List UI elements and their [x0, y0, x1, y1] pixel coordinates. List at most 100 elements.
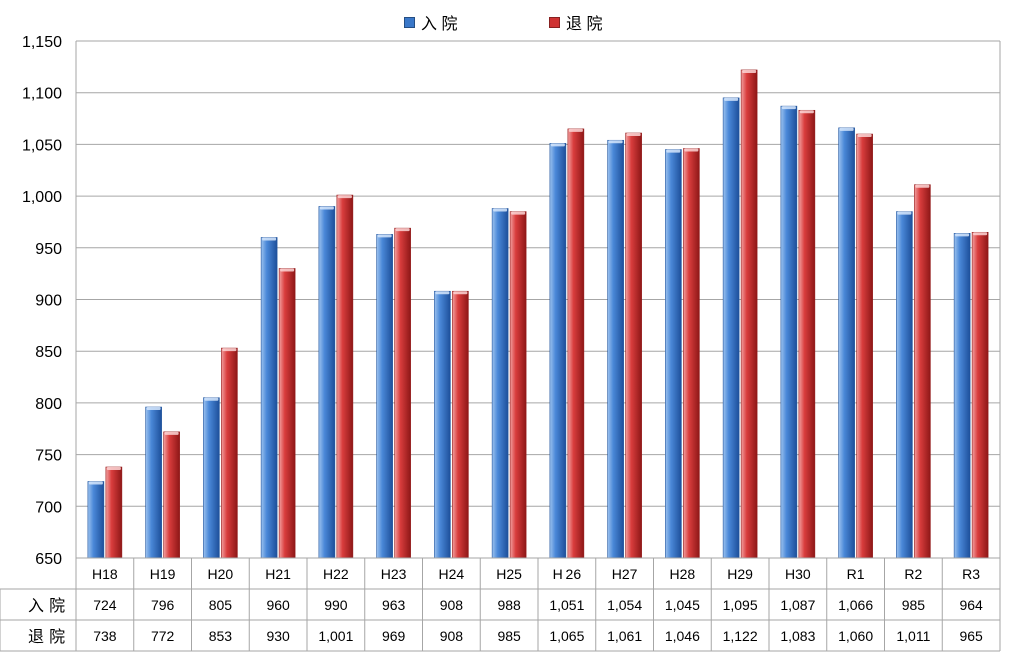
- table-cell-value: 964: [959, 597, 983, 613]
- legend-swatch-admission: [404, 16, 415, 28]
- bar-cap-discharge: [106, 467, 121, 471]
- bar-discharge: [163, 431, 180, 559]
- table-cell-value: 1,001: [318, 628, 353, 644]
- table-cell-value: 1,045: [665, 597, 700, 613]
- bar-cap-admission: [204, 397, 219, 401]
- x-tick-label: H21: [265, 566, 291, 582]
- bar-cap-discharge: [915, 184, 930, 188]
- x-tick-label: R2: [904, 566, 922, 582]
- table-cell-value: 990: [324, 597, 348, 613]
- x-tick-label: H29: [727, 566, 753, 582]
- bar-admission: [434, 290, 451, 559]
- bar-discharge: [278, 268, 296, 559]
- table-cell-value: 930: [266, 628, 290, 644]
- x-tick-label: H18: [92, 566, 118, 582]
- bar-discharge: [625, 132, 642, 559]
- bar-admission: [145, 406, 162, 559]
- bar-discharge: [567, 128, 585, 559]
- bar-admission: [491, 208, 509, 559]
- legend-label-discharge: 退 院: [566, 16, 603, 33]
- table-cell-value: 963: [382, 597, 406, 613]
- legend-label-admission: 入 院: [421, 16, 458, 33]
- table-cell-value: 738: [93, 628, 117, 644]
- bar-cap-discharge: [280, 268, 295, 272]
- legend-item-discharge: 退 院: [549, 10, 602, 34]
- bar-discharge: [336, 194, 354, 559]
- table-cell-value: 960: [266, 597, 290, 613]
- y-tick-label: 850: [35, 344, 62, 361]
- y-tick-label: 1,000: [22, 189, 62, 206]
- table-cell-value: 1,011: [896, 628, 930, 644]
- table-cell-value: 985: [497, 628, 521, 644]
- y-tick-label: 950: [35, 241, 62, 258]
- x-tick-label: H20: [208, 566, 234, 582]
- x-tick-label: H30: [785, 566, 811, 582]
- bar-cap-admission: [666, 149, 681, 153]
- y-tick-label: 750: [35, 448, 62, 465]
- x-tick-label: H28: [670, 566, 696, 582]
- bar-cap-discharge: [626, 133, 641, 137]
- bar-cap-admission: [724, 97, 739, 101]
- x-tick-label: R3: [962, 566, 980, 582]
- x-tick-label: H23: [381, 566, 407, 582]
- bar-cap-admission: [146, 407, 161, 411]
- y-tick-label: 1,100: [22, 86, 62, 103]
- table-cell-value: 805: [209, 597, 233, 613]
- bar-cap-admission: [319, 206, 334, 210]
- bar-discharge: [740, 69, 758, 559]
- table-cell-value: 908: [440, 597, 464, 613]
- bar-discharge: [509, 211, 527, 559]
- bar-discharge: [856, 133, 873, 559]
- bar-cap-discharge: [742, 69, 757, 73]
- y-tick-label: 700: [35, 499, 62, 516]
- bar-cap-discharge: [511, 211, 526, 215]
- table-cell-value: 1,054: [607, 597, 642, 613]
- bar-admission: [722, 97, 740, 559]
- chart-legend: 入 院 退 院: [0, 10, 1010, 34]
- table-cell-value: 1,083: [780, 628, 815, 644]
- x-tick-label: H25: [496, 566, 522, 582]
- table-cell-value: 772: [151, 628, 175, 644]
- bar-cap-admission: [955, 233, 970, 237]
- table-cell-value: 796: [151, 597, 175, 613]
- bar-admission: [87, 481, 105, 559]
- bar-cap-admission: [897, 211, 912, 215]
- table-cell-value: 965: [959, 628, 983, 644]
- bar-admission: [203, 397, 220, 559]
- legend-swatch-discharge: [549, 16, 560, 28]
- bar-cap-admission: [377, 234, 392, 238]
- table-cell-value: 988: [497, 597, 521, 613]
- table-cell-value: 1,065: [549, 628, 584, 644]
- bar-cap-discharge: [568, 128, 583, 132]
- table-cell-value: 908: [440, 628, 464, 644]
- table-cell-value: 969: [382, 628, 406, 644]
- bar-admission: [607, 139, 624, 559]
- bar-discharge: [798, 109, 816, 559]
- bar-cap-discharge: [799, 110, 814, 114]
- x-tick-label: H 26: [553, 566, 582, 582]
- y-tick-label: 800: [35, 396, 62, 413]
- bar-cap-admission: [781, 106, 796, 110]
- bar-discharge: [221, 347, 238, 559]
- bar-discharge: [971, 231, 989, 559]
- y-tick-label: 1,150: [22, 34, 62, 51]
- table-cell-value: 1,061: [607, 628, 642, 644]
- bar-cap-admission: [608, 140, 623, 144]
- bar-admission: [376, 234, 393, 559]
- bar-admission: [838, 127, 855, 559]
- bar-discharge: [914, 184, 931, 559]
- bar-cap-discharge: [222, 348, 237, 352]
- y-tick-label: 650: [35, 551, 62, 568]
- table-cell-value: 1,066: [838, 597, 873, 613]
- x-tick-label: H19: [150, 566, 176, 582]
- bar-admission: [780, 105, 798, 559]
- bar-admission: [260, 237, 278, 559]
- x-tick-label: H24: [439, 566, 465, 582]
- bar-cap-discharge: [164, 431, 179, 435]
- bar-cap-discharge: [973, 232, 988, 236]
- legend-item-admission: 入 院: [404, 10, 457, 34]
- x-tick-label: H22: [323, 566, 349, 582]
- bar-cap-discharge: [453, 291, 468, 295]
- bar-cap-admission: [839, 127, 854, 131]
